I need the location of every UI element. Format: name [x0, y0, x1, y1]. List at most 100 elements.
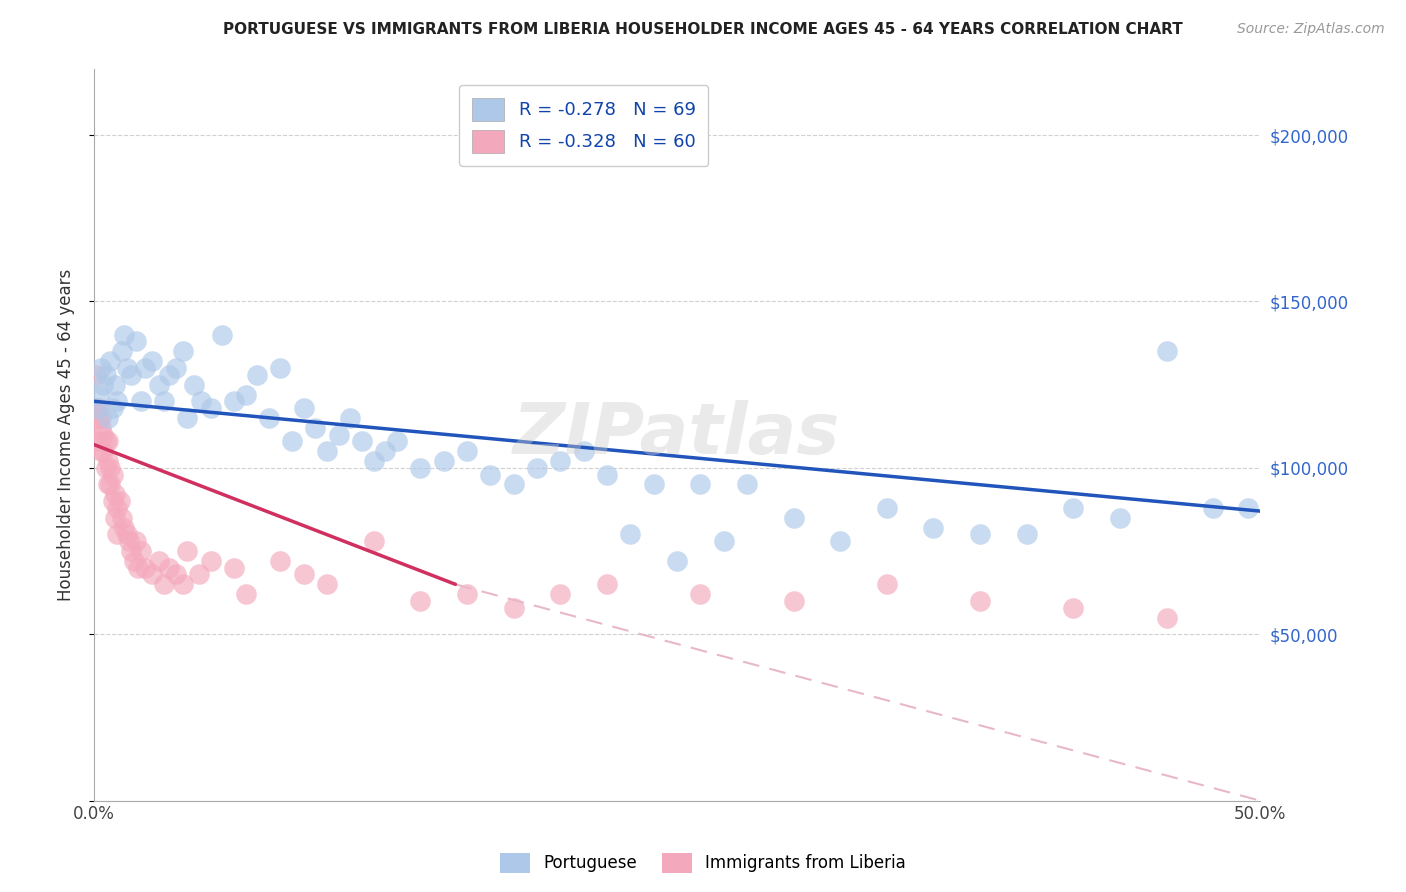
Point — [876, 500, 898, 515]
Point — [1237, 500, 1260, 515]
Point — [134, 361, 156, 376]
Point — [409, 594, 432, 608]
Point — [129, 544, 152, 558]
Point — [374, 444, 396, 458]
Point — [87, 411, 110, 425]
Point — [328, 427, 350, 442]
Point — [101, 494, 124, 508]
Point — [129, 394, 152, 409]
Point — [235, 587, 257, 601]
Point — [281, 434, 304, 449]
Point — [91, 444, 114, 458]
Point — [90, 411, 112, 425]
Point — [1062, 500, 1084, 515]
Point — [104, 487, 127, 501]
Point — [257, 411, 280, 425]
Point — [87, 387, 110, 401]
Point — [409, 460, 432, 475]
Point — [84, 401, 107, 415]
Point — [84, 401, 107, 415]
Point — [90, 421, 112, 435]
Text: ZIPatlas: ZIPatlas — [513, 401, 841, 469]
Point — [385, 434, 408, 449]
Point — [105, 527, 128, 541]
Point — [292, 401, 315, 415]
Point — [108, 494, 131, 508]
Point — [190, 394, 212, 409]
Point — [127, 560, 149, 574]
Point — [246, 368, 269, 382]
Point — [91, 427, 114, 442]
Point — [94, 434, 117, 449]
Point — [363, 534, 385, 549]
Point — [339, 411, 361, 425]
Point — [94, 368, 117, 382]
Point — [643, 477, 665, 491]
Point — [1202, 500, 1225, 515]
Point — [1015, 527, 1038, 541]
Point — [91, 377, 114, 392]
Point — [619, 527, 641, 541]
Legend: R = -0.278   N = 69, R = -0.328   N = 60: R = -0.278 N = 69, R = -0.328 N = 60 — [458, 85, 709, 166]
Point — [526, 460, 548, 475]
Point — [713, 534, 735, 549]
Point — [101, 401, 124, 415]
Point — [235, 387, 257, 401]
Point — [115, 527, 138, 541]
Point — [104, 510, 127, 524]
Point — [782, 510, 804, 524]
Point — [292, 567, 315, 582]
Point — [84, 368, 107, 382]
Point — [90, 444, 112, 458]
Point — [97, 454, 120, 468]
Point — [596, 577, 619, 591]
Point — [141, 567, 163, 582]
Point — [269, 361, 291, 376]
Point — [101, 467, 124, 482]
Point — [148, 377, 170, 392]
Point — [689, 587, 711, 601]
Point — [176, 411, 198, 425]
Point — [211, 327, 233, 342]
Point — [502, 477, 524, 491]
Point — [120, 544, 142, 558]
Point — [94, 460, 117, 475]
Point — [112, 327, 135, 342]
Point — [550, 587, 572, 601]
Point — [176, 544, 198, 558]
Point — [87, 434, 110, 449]
Point — [1109, 510, 1132, 524]
Point — [502, 600, 524, 615]
Point — [105, 394, 128, 409]
Point — [572, 444, 595, 458]
Point — [304, 421, 326, 435]
Point — [141, 354, 163, 368]
Point — [98, 477, 121, 491]
Point — [112, 521, 135, 535]
Text: PORTUGUESE VS IMMIGRANTS FROM LIBERIA HOUSEHOLDER INCOME AGES 45 - 64 YEARS CORR: PORTUGUESE VS IMMIGRANTS FROM LIBERIA HO… — [224, 22, 1182, 37]
Point — [1062, 600, 1084, 615]
Point — [172, 344, 194, 359]
Point — [115, 361, 138, 376]
Point — [363, 454, 385, 468]
Point — [782, 594, 804, 608]
Point — [735, 477, 758, 491]
Point — [172, 577, 194, 591]
Point — [200, 554, 222, 568]
Point — [97, 434, 120, 449]
Point — [125, 334, 148, 349]
Point — [830, 534, 852, 549]
Point — [269, 554, 291, 568]
Point — [111, 344, 134, 359]
Point — [148, 554, 170, 568]
Point — [689, 477, 711, 491]
Point — [969, 594, 991, 608]
Point — [134, 560, 156, 574]
Point — [665, 554, 688, 568]
Point — [98, 354, 121, 368]
Point — [165, 567, 187, 582]
Point — [165, 361, 187, 376]
Point — [157, 560, 180, 574]
Y-axis label: Householder Income Ages 45 - 64 years: Householder Income Ages 45 - 64 years — [58, 268, 75, 600]
Point — [120, 368, 142, 382]
